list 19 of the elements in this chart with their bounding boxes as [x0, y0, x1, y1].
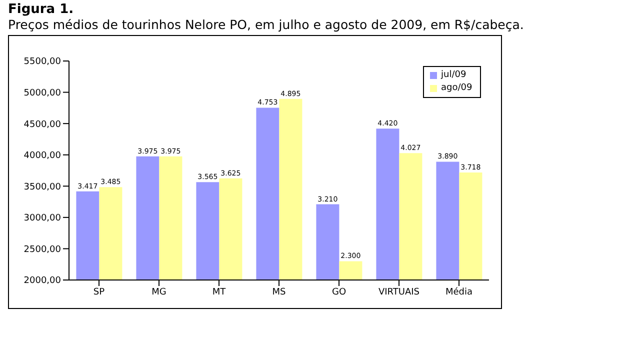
y-tick-label: 4500,00 — [24, 120, 62, 130]
y-tick-label: 5000,00 — [24, 88, 62, 98]
y-tick-label: 2500,00 — [24, 244, 62, 255]
chart-subtitle: Preços médios de tourinhos Nelore PO, em julho e agosto de 2009, em R$/cabeça. — [8, 17, 525, 32]
x-tick-label: MS — [272, 287, 286, 298]
y-tick-label: 2000,00 — [24, 276, 62, 286]
x-tick-label: MG — [152, 287, 166, 298]
x-tick-label: MT — [212, 287, 226, 298]
y-tick-label: 5500,00 — [24, 57, 62, 68]
legend-label: jul/09 — [441, 69, 466, 82]
y-tick-label: 3500,00 — [24, 182, 62, 192]
x-tick-label: VIRTUAIS — [378, 287, 420, 298]
y-tick-label: 4000,00 — [24, 151, 62, 162]
chart-title: Figura 1. — [8, 2, 75, 17]
x-tick-label: SP — [93, 287, 106, 298]
y-tick-label: 3000,00 — [24, 214, 62, 224]
x-tick-label: GO — [332, 287, 346, 298]
legend-label: ago/09 — [441, 82, 472, 95]
x-tick-label: Média — [445, 286, 473, 298]
